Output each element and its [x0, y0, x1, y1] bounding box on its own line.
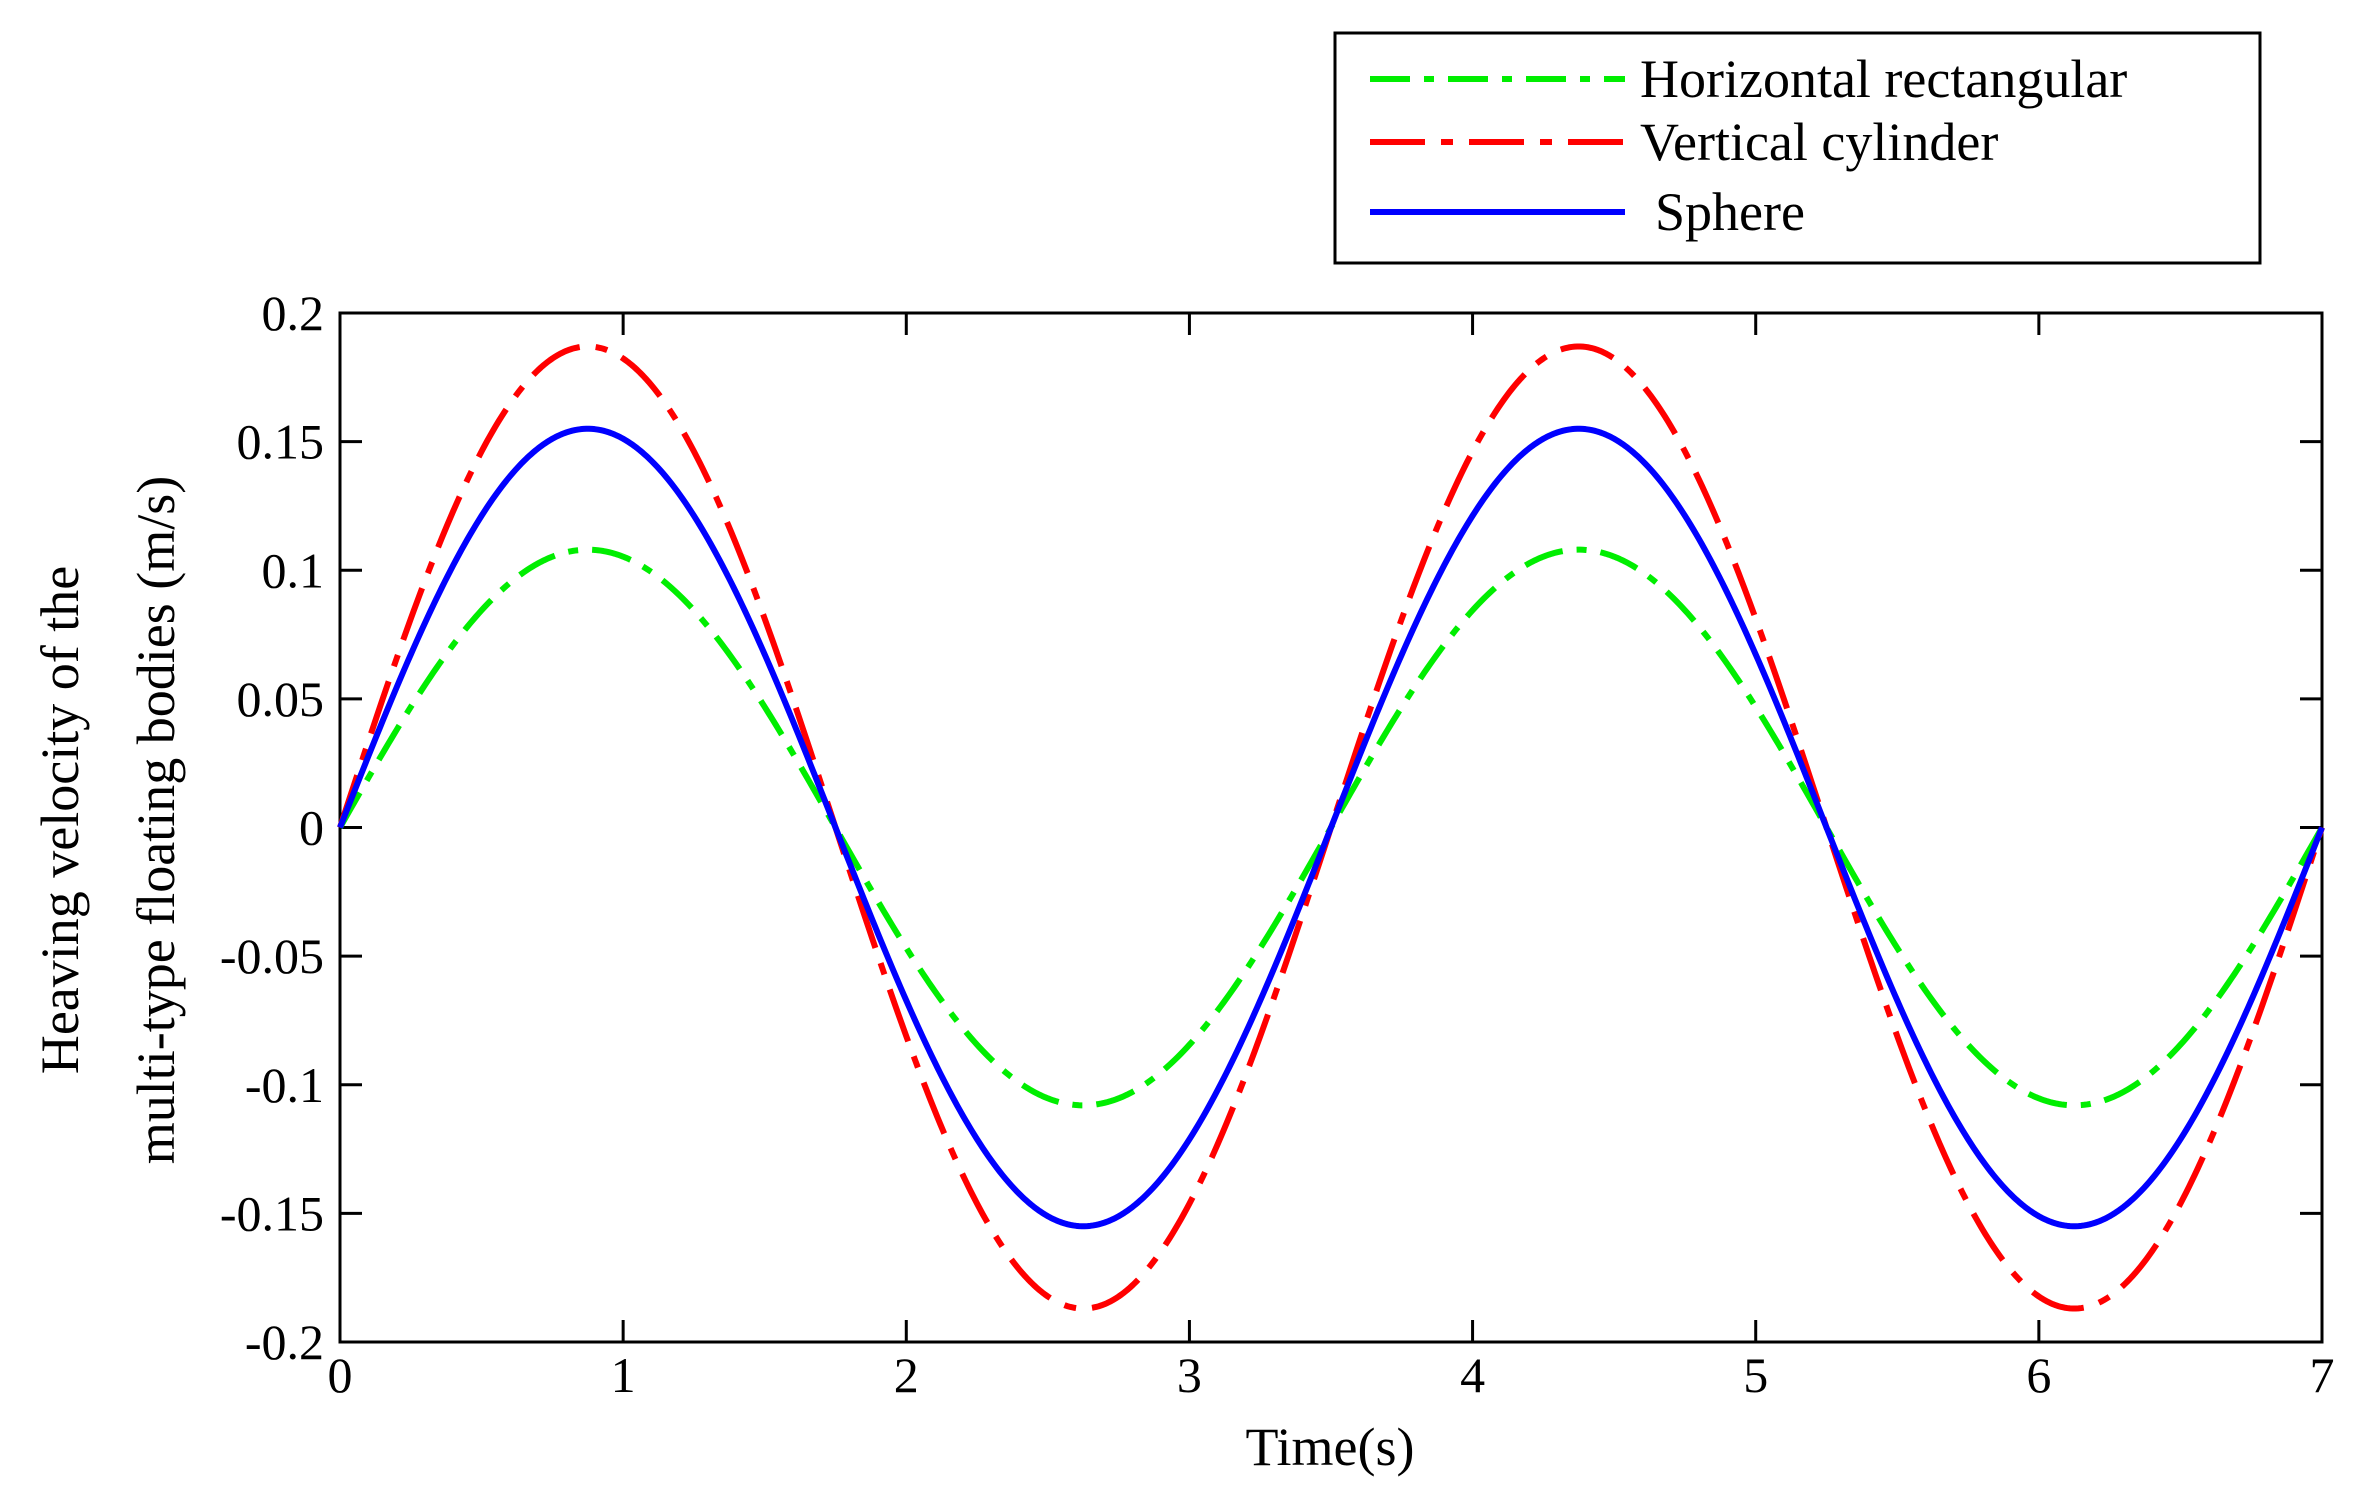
legend-label-sphere: Sphere [1655, 182, 1805, 242]
x-tick-label-4: 4 [1460, 1347, 1485, 1403]
y-axis-label-line-1: Heaving velocity of the [30, 566, 90, 1074]
series-group [337, 343, 2325, 1312]
y-tick-label-5: -0.05 [220, 928, 324, 984]
y-tick-label-3: 0.05 [237, 671, 325, 727]
x-tick-label-6: 6 [2026, 1347, 2051, 1403]
x-axis-label: Time(s) [1245, 1417, 1414, 1477]
y-tick-label-0: 0.2 [262, 285, 325, 341]
series-line-sphere [337, 425, 2325, 1230]
x-tick-label-7: 7 [2310, 1347, 2335, 1403]
y-tick-label-7: -0.15 [220, 1185, 324, 1241]
y-tick-label-2: 0.1 [262, 542, 325, 598]
y-tick-label-1: 0.15 [237, 414, 325, 470]
legend-label-horizontal-rectangular: Horizontal rectangular [1640, 49, 2127, 109]
legend-label-vertical-cylinder: Vertical cylinder [1640, 112, 1998, 172]
y-axis-label-line-2: multi-type floating bodies (m/s) [126, 476, 186, 1164]
ticks [338, 311, 2324, 1344]
x-tick-label-0: 0 [328, 1347, 353, 1403]
x-tick-label-3: 3 [1177, 1347, 1202, 1403]
legend: Horizontal rectangular Vertical cylinder… [1333, 31, 2262, 265]
x-tick-label-5: 5 [1743, 1347, 1768, 1403]
tick-labels: 0 1 2 3 4 5 6 7 0.2 0.15 0.1 0.05 0 -0.05 -0.1 -0.15 -0.… [220, 285, 2335, 1403]
y-axis-label: Heaving velocity of the multi-type float… [30, 476, 186, 1164]
x-tick-label-2: 2 [894, 1347, 919, 1403]
y-tick-label-6: -0.1 [245, 1057, 324, 1113]
y-tick-label-4: 0 [299, 800, 324, 856]
x-tick-label-1: 1 [611, 1347, 636, 1403]
legend-box [1333, 31, 2262, 265]
y-tick-label-8: -0.2 [245, 1314, 324, 1370]
